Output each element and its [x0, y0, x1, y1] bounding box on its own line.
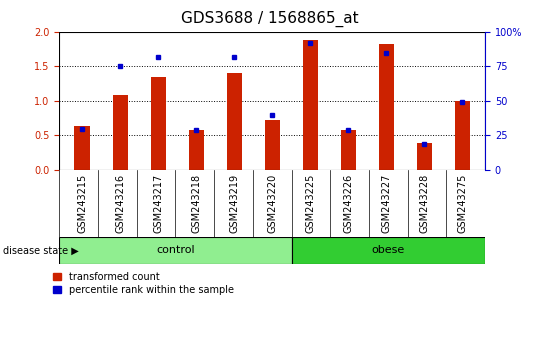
Text: GSM243220: GSM243220: [267, 174, 277, 233]
Text: GSM243217: GSM243217: [153, 174, 163, 233]
Bar: [379, 44, 394, 170]
Text: GSM243228: GSM243228: [419, 174, 429, 233]
Bar: [292, 237, 485, 264]
Bar: [59, 237, 292, 264]
Bar: [417, 143, 432, 170]
Bar: [226, 73, 242, 170]
Bar: [341, 130, 356, 170]
Text: disease state ▶: disease state ▶: [3, 245, 79, 256]
Text: GSM243216: GSM243216: [115, 174, 125, 233]
Text: GSM243275: GSM243275: [457, 174, 467, 233]
Text: GSM243219: GSM243219: [229, 174, 239, 233]
Legend: transformed count, percentile rank within the sample: transformed count, percentile rank withi…: [53, 272, 234, 295]
Text: control: control: [156, 245, 195, 256]
Bar: [302, 40, 318, 170]
Text: GDS3688 / 1568865_at: GDS3688 / 1568865_at: [181, 11, 358, 27]
Bar: [74, 126, 89, 170]
Text: GSM243225: GSM243225: [305, 174, 315, 233]
Bar: [113, 95, 128, 170]
Bar: [455, 101, 470, 170]
Bar: [265, 120, 280, 170]
Bar: [189, 130, 204, 170]
Text: GSM243215: GSM243215: [77, 174, 87, 233]
Text: GSM243226: GSM243226: [343, 174, 353, 233]
Text: GSM243218: GSM243218: [191, 174, 201, 233]
Text: obese: obese: [372, 245, 405, 256]
Bar: [150, 78, 166, 170]
Text: GSM243227: GSM243227: [381, 174, 391, 233]
